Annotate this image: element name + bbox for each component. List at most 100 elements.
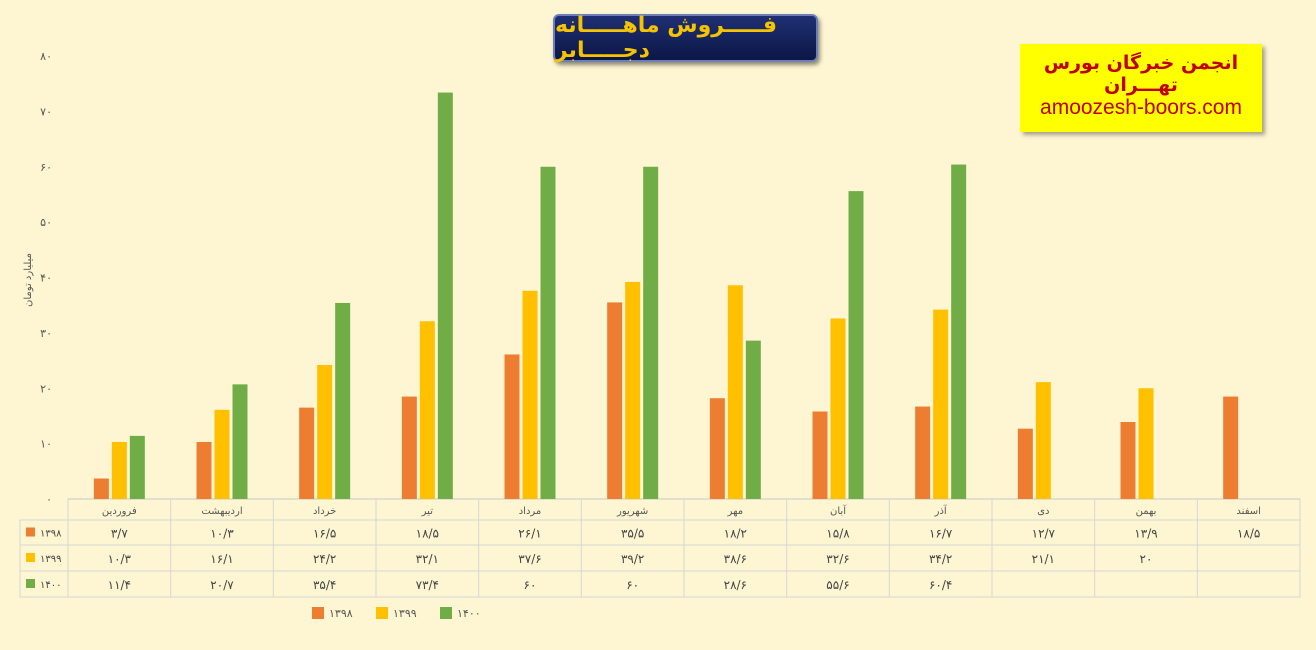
data-label: ۵۵/۶ xyxy=(826,578,849,592)
bar xyxy=(915,406,931,499)
bar xyxy=(951,164,967,499)
brand-box: انجمن خبرگان بورس تهـــران amoozesh-boor… xyxy=(1020,44,1262,132)
category-label: مهر xyxy=(727,506,743,517)
data-label: ۳۲/۱ xyxy=(416,552,439,566)
category-label: شهریور xyxy=(616,506,648,517)
data-label: ۶۰ xyxy=(524,578,537,592)
category-label: بهمن xyxy=(1136,506,1157,517)
bar xyxy=(437,92,453,500)
legend-swatch xyxy=(440,607,452,619)
category-label: خرداد xyxy=(313,506,336,517)
y-axis-title: میلیارد تومان xyxy=(23,253,34,307)
bar xyxy=(1138,388,1154,499)
bar xyxy=(1035,382,1051,499)
data-label: ۳۵/۵ xyxy=(621,527,644,541)
data-label: ۱۰/۳ xyxy=(210,527,234,541)
data-label: ۲۰ xyxy=(1140,552,1153,566)
bar xyxy=(709,398,725,499)
legend-swatch xyxy=(312,607,324,619)
table-legend-key xyxy=(26,579,35,588)
table-legend-key xyxy=(26,527,35,537)
bar xyxy=(196,441,212,499)
bar xyxy=(232,384,248,499)
bar xyxy=(93,478,109,499)
y-tick-label: ۲۰ xyxy=(40,382,52,395)
y-tick-label: ۱۰ xyxy=(40,438,52,451)
data-label: ۷۳/۴ xyxy=(416,578,439,592)
bar xyxy=(129,435,145,499)
y-tick-label: ۷۰ xyxy=(40,105,52,118)
bar xyxy=(812,411,828,499)
data-label: ۲۱/۱ xyxy=(1032,552,1055,566)
bar xyxy=(1017,428,1033,499)
bar xyxy=(299,407,315,499)
legend-swatch xyxy=(376,607,388,619)
category-label: اسفند xyxy=(1236,506,1260,517)
bar xyxy=(522,290,538,499)
bar xyxy=(848,191,864,500)
brand-name: انجمن خبرگان بورس تهـــران xyxy=(1043,52,1239,96)
category-label: مرداد xyxy=(519,506,542,517)
data-label: ۳۹/۲ xyxy=(621,552,644,566)
category-label: تیر xyxy=(421,506,434,517)
bar xyxy=(830,318,846,499)
data-label: ۱۶/۵ xyxy=(313,527,336,541)
bar xyxy=(504,354,520,499)
legend-label: ۱۳۹۸ xyxy=(329,607,353,620)
table-legend-key xyxy=(26,553,35,562)
table-series-name: ۱۳۹۹ xyxy=(40,554,61,565)
bar xyxy=(335,302,351,499)
bar xyxy=(1120,422,1136,499)
y-tick-label: ۶۰ xyxy=(40,161,52,174)
data-label: ۲۴/۲ xyxy=(313,552,336,566)
data-label: ۳/۷ xyxy=(111,527,128,541)
legend-label: ۱۳۹۹ xyxy=(393,607,417,620)
bar xyxy=(111,441,127,499)
y-tick-label: ۴۰ xyxy=(40,272,52,285)
bar xyxy=(317,364,333,499)
data-label: ۱۲/۷ xyxy=(1032,527,1056,541)
data-label: ۱۸/۲ xyxy=(724,527,747,541)
data-label: ۱۳/۹ xyxy=(1134,527,1157,541)
chart-title-box: فـــــروش ماهـــــانه دجـــــابر xyxy=(553,13,818,63)
table-series-name: ۱۳۹۸ xyxy=(40,529,62,540)
bar xyxy=(643,166,659,499)
bar xyxy=(933,309,949,499)
bar xyxy=(1223,396,1239,499)
data-label: ۲۰/۷ xyxy=(210,578,234,592)
data-label: ۱۶/۷ xyxy=(929,527,953,541)
bar xyxy=(625,281,641,499)
y-tick-label: ۵۰ xyxy=(40,216,52,229)
data-label: ۱۸/۵ xyxy=(416,527,439,541)
data-label: ۳۵/۴ xyxy=(313,578,336,592)
category-label: آذر xyxy=(934,504,948,517)
legend-label: ۱۴۰۰ xyxy=(457,607,481,620)
bar xyxy=(419,321,435,499)
data-label: ۶۰/۴ xyxy=(929,578,952,592)
chart-title: فـــــروش ماهـــــانه دجـــــابر xyxy=(555,13,777,63)
data-label: ۳۷/۶ xyxy=(518,552,541,566)
data-label: ۱۵/۸ xyxy=(826,527,850,541)
data-label: ۶۰ xyxy=(626,578,639,592)
brand-url: amoozesh-boors.com xyxy=(1040,96,1242,119)
bar xyxy=(540,166,556,499)
category-label: آبان xyxy=(830,504,847,517)
y-tick-label: ۸۰ xyxy=(40,50,52,63)
bar xyxy=(745,340,761,499)
data-label: ۲۶/۱ xyxy=(518,527,541,541)
data-label: ۳۴/۲ xyxy=(929,552,952,566)
category-label: دی xyxy=(1037,506,1049,517)
data-label: ۳۸/۶ xyxy=(724,552,747,566)
data-label: ۲۸/۶ xyxy=(724,578,747,592)
data-label: ۱۱/۴ xyxy=(108,578,131,592)
data-label: ۱۸/۵ xyxy=(1237,527,1260,541)
category-label: فروردین xyxy=(102,506,137,517)
category-label: اردیبهشت xyxy=(201,506,242,517)
y-tick-label: ۳۰ xyxy=(40,327,52,340)
table-series-name: ۱۴۰۰ xyxy=(40,580,61,591)
data-label: ۱۶/۱ xyxy=(210,552,233,566)
y-tick-label: ۰ xyxy=(46,493,52,506)
data-label: ۱۰/۳ xyxy=(108,552,132,566)
bar xyxy=(214,409,230,499)
